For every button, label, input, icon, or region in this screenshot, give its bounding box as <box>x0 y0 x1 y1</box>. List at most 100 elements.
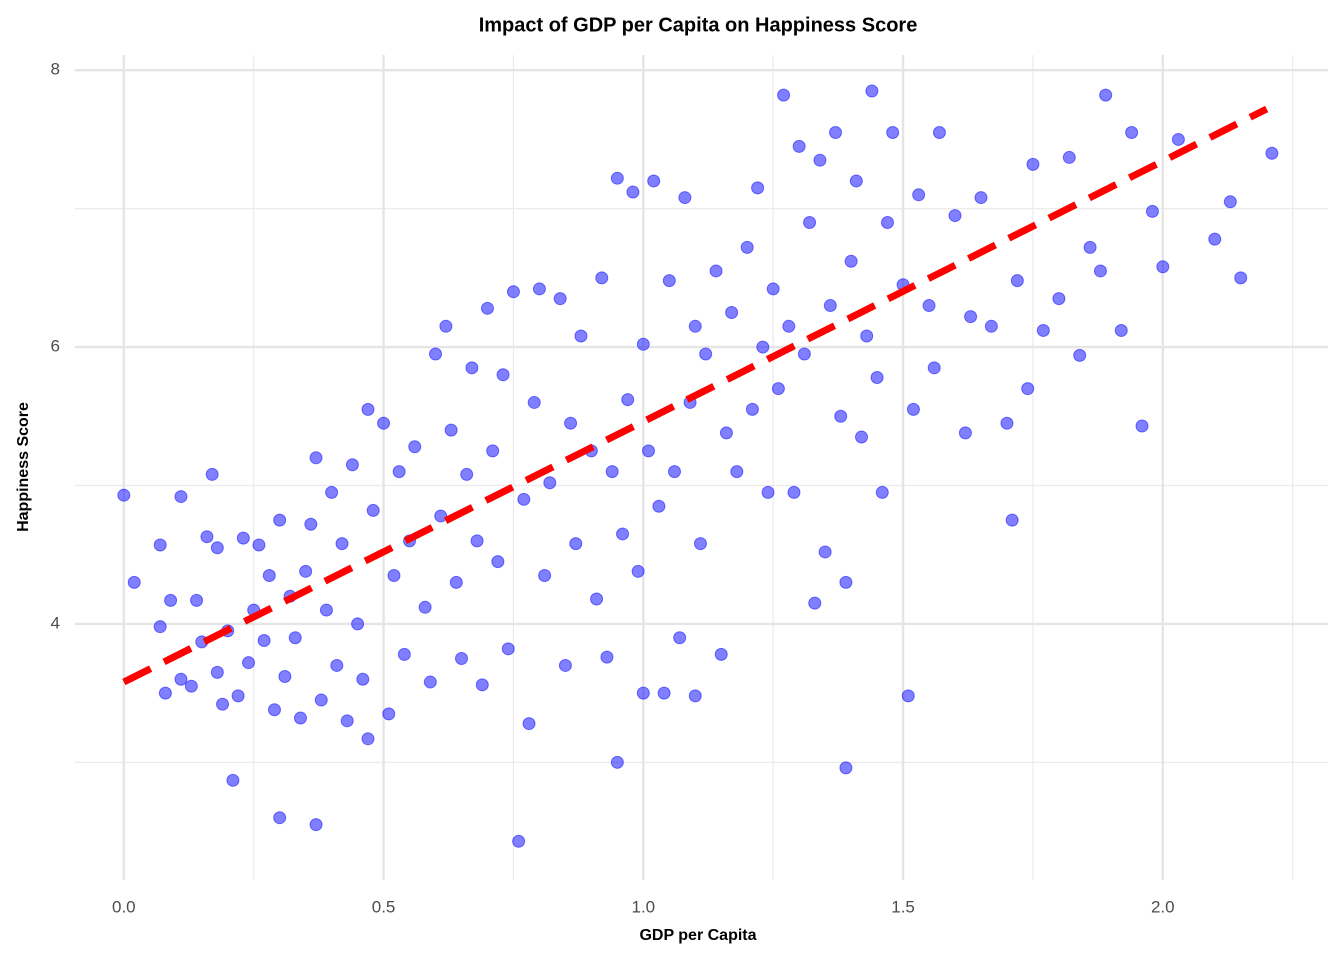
point <box>242 656 256 670</box>
point <box>730 465 744 479</box>
point <box>252 538 266 552</box>
point <box>434 509 448 523</box>
point <box>860 329 874 343</box>
point <box>709 264 723 278</box>
point <box>257 634 271 648</box>
point <box>267 703 281 717</box>
point <box>449 575 463 589</box>
point <box>1083 240 1097 254</box>
point <box>813 153 827 167</box>
point <box>340 714 354 728</box>
point <box>532 282 546 296</box>
x-tick-label: 1.0 <box>631 897 655 916</box>
y-tick-label: 8 <box>51 60 60 79</box>
point <box>351 617 365 631</box>
point <box>932 126 946 140</box>
point <box>927 361 941 375</box>
point <box>673 631 687 645</box>
point <box>382 707 396 721</box>
point <box>1005 513 1019 527</box>
point <box>693 537 707 551</box>
point <box>636 337 650 351</box>
point <box>174 490 188 504</box>
point <box>273 513 287 527</box>
point <box>236 531 250 545</box>
point <box>725 305 739 319</box>
point <box>273 811 287 825</box>
point <box>200 530 214 544</box>
point <box>948 209 962 223</box>
point <box>1114 323 1128 337</box>
point <box>127 575 141 589</box>
point <box>751 181 765 195</box>
point <box>309 818 323 832</box>
point <box>880 215 894 229</box>
point <box>1135 419 1149 433</box>
point <box>782 319 796 333</box>
point <box>418 600 432 614</box>
point <box>512 834 526 848</box>
point <box>309 451 323 465</box>
chart-title: Impact of GDP per Capita on Happiness Sc… <box>479 14 918 36</box>
point <box>314 693 328 707</box>
x-tick-label: 2.0 <box>1151 897 1175 916</box>
point <box>153 620 167 634</box>
point <box>906 402 920 416</box>
point <box>1026 157 1040 171</box>
point <box>319 603 333 617</box>
point <box>803 215 817 229</box>
point <box>158 686 172 700</box>
point <box>595 271 609 285</box>
point <box>662 274 676 288</box>
point <box>636 686 650 700</box>
point <box>1021 382 1035 396</box>
point <box>231 689 245 703</box>
point <box>304 517 318 531</box>
y-tick-label: 4 <box>51 613 60 632</box>
point <box>491 555 505 569</box>
point <box>865 84 879 98</box>
point <box>652 499 666 513</box>
point <box>1265 146 1279 160</box>
point <box>1052 292 1066 306</box>
point <box>590 592 604 606</box>
point <box>621 393 635 407</box>
point <box>1036 323 1050 337</box>
point <box>325 485 339 499</box>
point <box>117 488 131 502</box>
point <box>1000 416 1014 430</box>
point <box>839 575 853 589</box>
point <box>1223 195 1237 209</box>
point <box>610 755 624 769</box>
point <box>569 537 583 551</box>
point <box>444 423 458 437</box>
point <box>164 593 178 607</box>
point <box>844 254 858 268</box>
point <box>1073 348 1087 362</box>
point <box>574 329 588 343</box>
point <box>647 174 661 188</box>
point <box>543 476 557 490</box>
point <box>761 485 775 499</box>
point <box>299 564 313 578</box>
y-axis-title: Happiness Score <box>15 402 32 532</box>
point <box>496 368 510 382</box>
point <box>377 416 391 430</box>
point <box>460 467 474 481</box>
point <box>210 665 224 679</box>
point <box>610 171 624 185</box>
point <box>387 568 401 582</box>
point <box>818 545 832 559</box>
point <box>465 361 479 375</box>
point <box>631 564 645 578</box>
point <box>408 440 422 454</box>
point <box>922 299 936 313</box>
point <box>808 596 822 610</box>
point <box>984 319 998 333</box>
point <box>964 310 978 324</box>
x-axis-title: GDP per Capita <box>639 927 756 944</box>
point <box>714 647 728 661</box>
point <box>1234 271 1248 285</box>
point <box>439 319 453 333</box>
